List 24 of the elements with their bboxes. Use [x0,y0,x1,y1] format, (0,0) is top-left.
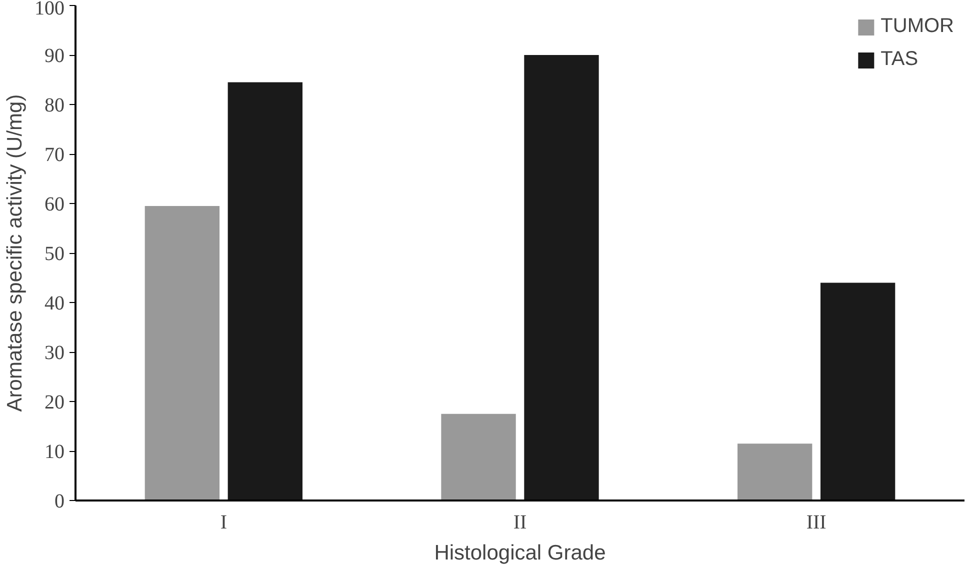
y-tick-label: 30 [44,342,64,364]
x-axis-title: Histological Grade [434,542,606,564]
y-tick-label: 90 [44,45,64,67]
x-tick-label: I [220,512,228,534]
x-tick-label: III [806,512,826,534]
y-tick-label: 50 [44,243,64,265]
bar [820,282,896,500]
x-tick-label: II [513,512,527,534]
bar [441,414,516,500]
bar [738,444,812,500]
bar [524,55,599,500]
y-tick-label: 100 [34,0,64,20]
bar [144,206,220,500]
y-tick-label: 60 [44,194,64,216]
y-tick-label: 80 [44,94,64,116]
legend-label: TAS [880,48,918,71]
y-tick-label: 70 [44,144,64,166]
y-axis-title: Aromatase specific activity (U/mg) [4,94,26,412]
legend-label: TUMOR [880,15,954,38]
bar [228,82,302,500]
y-tick-label: 10 [44,441,64,463]
y-tick-label: 20 [44,392,64,414]
y-tick-label: 40 [44,292,64,314]
y-tick-label: 0 [54,490,64,512]
